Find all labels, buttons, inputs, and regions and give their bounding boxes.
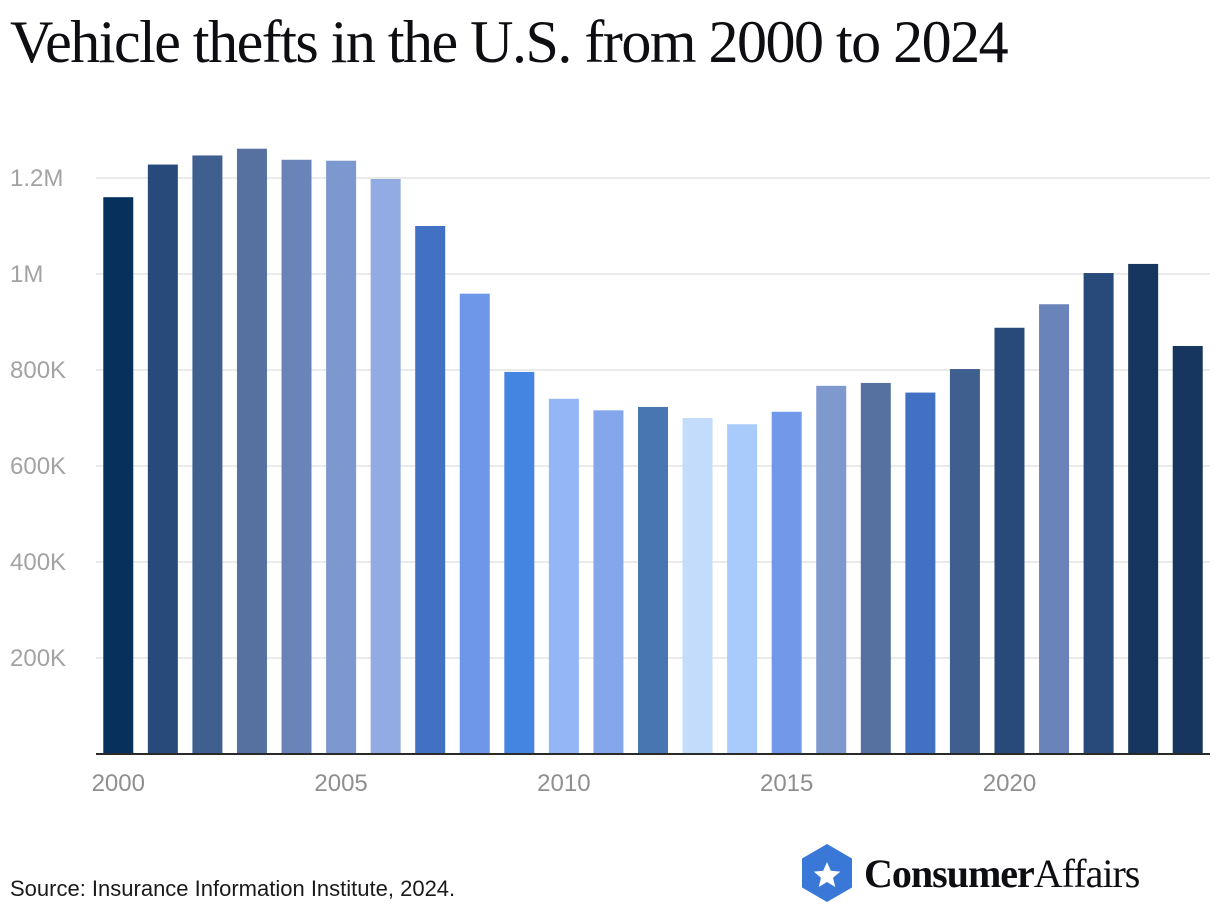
bar-2021 xyxy=(1039,304,1070,754)
bar-2009 xyxy=(504,371,535,754)
y-tick-label: 1.2M xyxy=(10,165,63,192)
source-note: Source: Insurance Information Institute,… xyxy=(10,876,456,901)
bar-2014 xyxy=(727,424,758,754)
bar-2002 xyxy=(192,155,223,754)
bar-2004 xyxy=(281,159,312,754)
bar-2011 xyxy=(593,410,624,754)
y-tick-label: 1M xyxy=(10,261,43,288)
y-tick-label: 200K xyxy=(10,645,66,672)
bar-2020 xyxy=(994,327,1025,754)
bar-2001 xyxy=(147,164,178,754)
bar-2023 xyxy=(1128,263,1159,754)
bar-2012 xyxy=(638,406,668,754)
x-tick-label: 2020 xyxy=(983,770,1036,797)
bar-2022 xyxy=(1083,273,1114,754)
bar-2006 xyxy=(370,178,401,754)
brand-name-light: Affairs xyxy=(1033,850,1141,896)
bar-2024 xyxy=(1172,346,1203,754)
bar-2003 xyxy=(236,148,267,755)
bar-2000 xyxy=(103,197,134,754)
chart-title: Vehicle thefts in the U.S. from 2000 to … xyxy=(10,9,1009,75)
bar-2019 xyxy=(949,369,980,754)
bar-chart: 200K 400K 600K 800K 1M 1.2M 2000 2005 2010 2015 20… xyxy=(10,148,1210,797)
bar-2016 xyxy=(816,385,847,754)
x-tick-label: 2015 xyxy=(760,770,813,797)
x-tick-label: 2010 xyxy=(537,770,590,797)
bar-2005 xyxy=(326,160,357,755)
bar-2018 xyxy=(905,392,936,754)
bar-2008 xyxy=(459,293,490,754)
star-hexagon-icon xyxy=(802,844,852,902)
bar-2007 xyxy=(415,226,446,754)
y-tick-label: 400K xyxy=(10,549,66,576)
bar-2017 xyxy=(860,382,891,754)
brand-name: ConsumerAffairs xyxy=(864,850,1141,897)
y-tick-label: 600K xyxy=(10,453,66,480)
x-tick-label: 2005 xyxy=(314,770,367,797)
x-tick-label: 2000 xyxy=(92,770,145,797)
brand-logo: ConsumerAffairs xyxy=(800,842,1141,904)
y-tick-label: 800K xyxy=(10,357,66,384)
bar-2010 xyxy=(548,398,579,754)
bar-2015 xyxy=(771,411,802,754)
bar-2013 xyxy=(682,418,713,754)
brand-name-strong: Consumer xyxy=(864,850,1035,896)
